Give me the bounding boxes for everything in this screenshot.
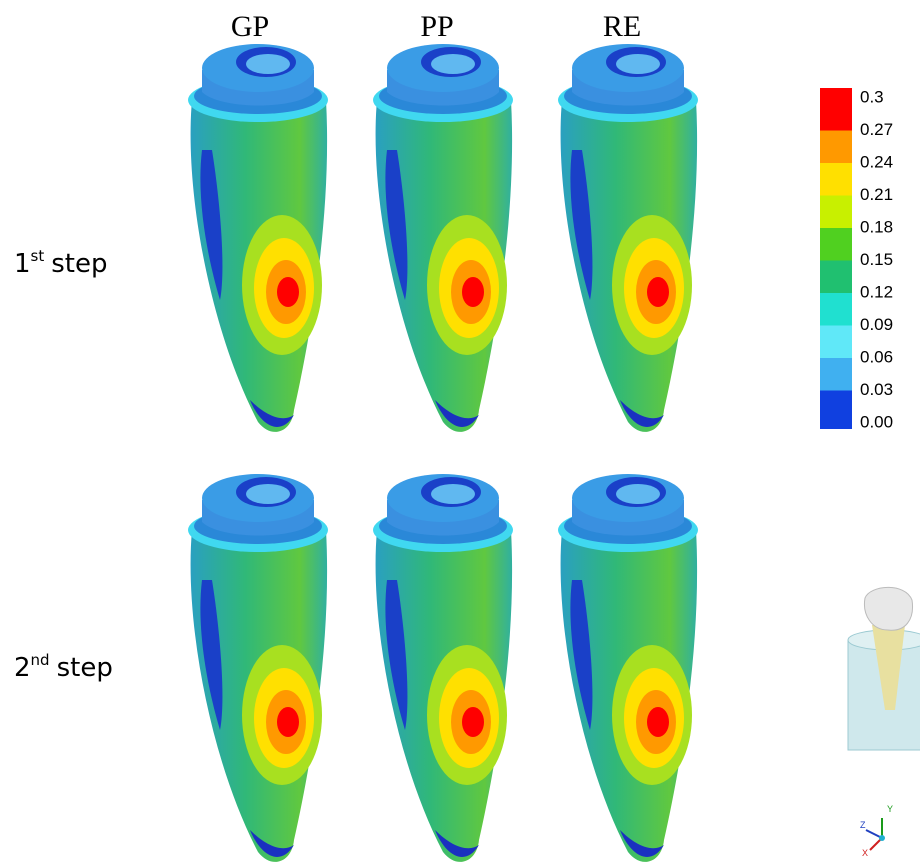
model-thumbnail <box>847 586 920 751</box>
tooth-plot <box>558 44 698 432</box>
tooth-plot <box>373 474 513 862</box>
row-suffix: st <box>31 247 45 265</box>
row-word: step <box>57 653 113 683</box>
legend-label: 0.3 <box>860 87 884 106</box>
legend-label: 0.09 <box>860 315 893 334</box>
row-label: 1st step <box>14 247 108 279</box>
axis-triad: Y Z X <box>860 804 893 858</box>
tooth-plot <box>373 44 513 432</box>
legend-band <box>820 390 852 424</box>
legend-band <box>820 260 852 294</box>
tooth-plot <box>558 474 698 862</box>
legend-band <box>820 228 852 261</box>
row-number: 2 <box>14 653 31 683</box>
legend-cap <box>820 88 852 98</box>
legend-label: 0.03 <box>860 380 893 399</box>
panel-grid <box>188 44 698 862</box>
row-word: step <box>51 249 107 279</box>
legend-label: 0.21 <box>860 185 893 204</box>
legend-label: 0.12 <box>860 282 893 301</box>
tooth-plot <box>188 474 328 862</box>
legend-label: 0.24 <box>860 152 893 171</box>
legend-label: 0.00 <box>860 412 893 431</box>
axis-label: X <box>862 848 868 858</box>
legend-label: 0.15 <box>860 250 893 269</box>
legend-label: 0.06 <box>860 347 893 366</box>
legend-band <box>820 293 852 326</box>
legend-label: 0.27 <box>860 120 893 139</box>
row-number: 1 <box>14 249 31 279</box>
legend-label: 0.18 <box>860 217 893 236</box>
legend-band <box>820 325 852 359</box>
column-header: RE <box>603 10 641 43</box>
legend-band <box>820 195 852 229</box>
column-header: PP <box>420 10 453 43</box>
row-label: 2nd step <box>14 651 113 683</box>
legend-cap <box>820 423 852 429</box>
color-legend: 0.3 0.27 0.24 0.21 0.18 0.15 0.12 0.09 0.06 0.03 0… <box>820 87 893 431</box>
column-header: GP <box>231 10 269 43</box>
axis-label: Z <box>860 820 866 830</box>
legend-band <box>820 98 852 131</box>
tooth-plot <box>188 44 328 432</box>
axis-label: Y <box>887 804 893 814</box>
legend-band <box>820 358 852 391</box>
row-suffix: nd <box>31 651 50 669</box>
legend-band <box>820 130 852 164</box>
legend-band <box>820 163 852 196</box>
